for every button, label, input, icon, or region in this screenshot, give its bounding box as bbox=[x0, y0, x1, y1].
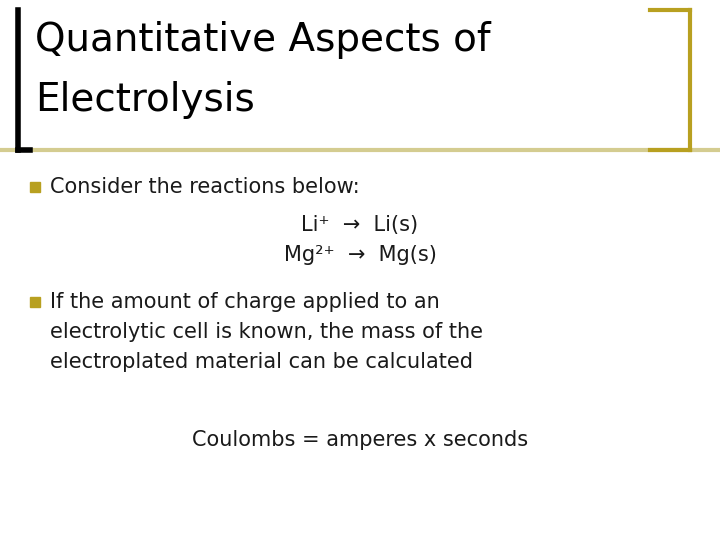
Text: electroplated material can be calculated: electroplated material can be calculated bbox=[50, 352, 473, 372]
Text: Consider the reactions below:: Consider the reactions below: bbox=[50, 177, 359, 197]
Text: Coulombs = amperes x seconds: Coulombs = amperes x seconds bbox=[192, 430, 528, 450]
Text: Mg²⁺  →  Mg(s): Mg²⁺ → Mg(s) bbox=[284, 245, 436, 265]
Text: Quantitative Aspects of: Quantitative Aspects of bbox=[35, 21, 490, 59]
Text: If the amount of charge applied to an: If the amount of charge applied to an bbox=[50, 292, 440, 312]
Bar bbox=[30, 182, 40, 192]
Bar bbox=[30, 297, 40, 307]
Text: Electrolysis: Electrolysis bbox=[35, 81, 255, 119]
Text: Li⁺  →  Li(s): Li⁺ → Li(s) bbox=[302, 215, 418, 235]
Text: electrolytic cell is known, the mass of the: electrolytic cell is known, the mass of … bbox=[50, 322, 483, 342]
